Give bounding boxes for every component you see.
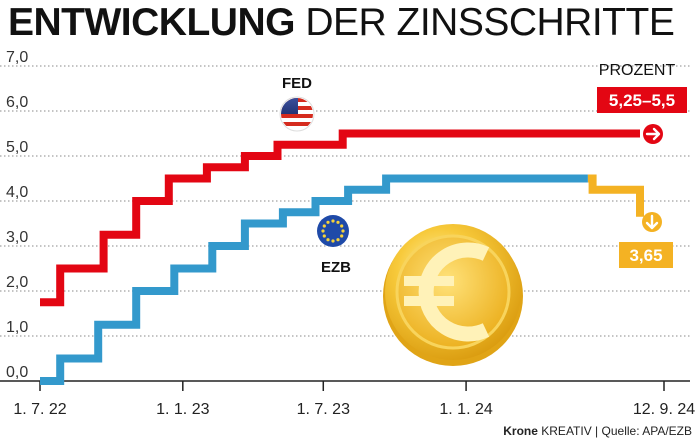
ezb-series-line xyxy=(40,174,588,385)
us-flag-icon xyxy=(279,96,315,132)
x-tick-label: 12. 9. 24 xyxy=(633,401,695,418)
title-bold: ENTWICKLUNG xyxy=(8,1,295,44)
chart-title: ENTWICKLUNG DER ZINSSCHRITTE xyxy=(8,0,675,46)
footer-source: KREATIV | Quelle: APA/EZB xyxy=(541,424,692,438)
y-tick-label: 7,0 xyxy=(6,49,28,66)
fed-end-badge xyxy=(597,87,687,113)
x-tick-label: 1. 1. 23 xyxy=(156,401,209,418)
fed-end-value: 5,25–5,5 xyxy=(609,91,675,110)
title-light: DER ZINSSCHRITTE xyxy=(305,1,675,44)
ezb-series-label: EZB xyxy=(321,259,351,276)
source-footer: Krone KREATIV | Quelle: APA/EZB xyxy=(503,424,692,438)
x-tick-label: 1. 1. 24 xyxy=(439,401,492,418)
fed-series-line xyxy=(40,129,640,307)
eu-flag-icon xyxy=(317,215,349,247)
arrow-down-icon xyxy=(642,212,662,232)
y-tick-label: 2,0 xyxy=(6,274,28,291)
y-axis: 0,0 1,0 2,0 3,0 4,0 5,0 6,0 7,0 xyxy=(6,49,28,381)
y-tick-label: 6,0 xyxy=(6,94,28,111)
unit-label: PROZENT xyxy=(599,62,676,79)
y-tick-label: 1,0 xyxy=(6,319,28,336)
ezb-end-badge xyxy=(619,242,673,268)
y-tick-label: 4,0 xyxy=(6,184,28,201)
ezb-series-tail xyxy=(587,174,644,217)
series-lines xyxy=(40,129,644,385)
arrow-right-icon xyxy=(643,124,663,144)
euro-coin-icon xyxy=(383,224,523,366)
ezb-end-value: 3,65 xyxy=(629,246,662,265)
footer-brand: Krone xyxy=(503,424,538,438)
y-tick-label: 3,0 xyxy=(6,229,28,246)
fed-series-label: FED xyxy=(282,75,312,92)
x-axis: 1. 7. 22 1. 1. 23 1. 7. 23 1. 1. 24 12. 9. 2… xyxy=(0,380,695,418)
x-tick-label: 1. 7. 22 xyxy=(13,401,66,418)
y-tick-label: 0,0 xyxy=(6,364,28,381)
y-tick-label: 5,0 xyxy=(6,139,28,156)
x-tick-label: 1. 7. 23 xyxy=(297,401,350,418)
